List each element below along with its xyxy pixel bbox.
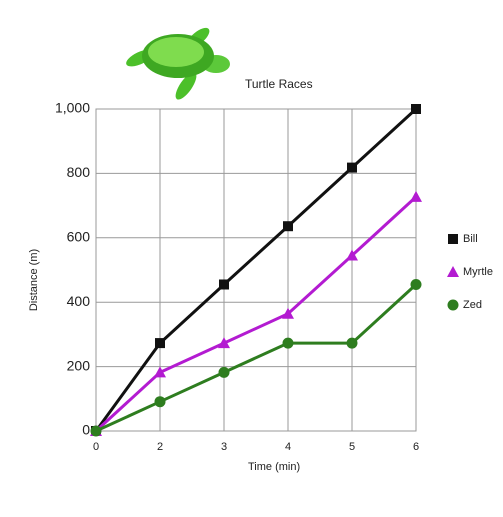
marker (218, 337, 230, 349)
marker (155, 338, 165, 349)
x-axis-label: Time (min) (248, 461, 300, 473)
marker (218, 366, 230, 378)
marker (410, 278, 422, 290)
marker (90, 425, 102, 437)
marker (411, 104, 421, 114)
marker (347, 162, 357, 173)
y-tick-label: 1,000 (55, 100, 90, 116)
chart-title: Turtle Races (245, 77, 313, 91)
shell-top (148, 37, 204, 67)
series-line (94, 107, 418, 432)
legend-label: Myrtle (463, 266, 493, 278)
marker (410, 190, 422, 202)
y-tick-label: 200 (67, 357, 91, 373)
x-tick-label: 3 (221, 441, 227, 453)
marker (448, 234, 458, 244)
y-tick-label: 800 (67, 164, 91, 180)
x-tick-label: 5 (349, 441, 355, 453)
marker (447, 266, 459, 277)
marker (154, 366, 166, 378)
y-tick-label: 400 (67, 293, 91, 309)
legend-label: Zed (463, 299, 482, 311)
marker (282, 307, 294, 319)
flipper (175, 72, 197, 100)
marker (282, 337, 294, 349)
x-tick-label: 4 (285, 441, 291, 453)
marker (346, 249, 358, 261)
x-tick-label: 0 (93, 441, 99, 453)
marker (283, 221, 293, 232)
marker (346, 337, 358, 349)
y-tick-label: 600 (67, 229, 91, 245)
turtle-icon (120, 22, 232, 104)
y-axis-label: Distance (m) (28, 249, 40, 311)
legend-label: Bill (463, 233, 478, 245)
x-tick-label: 2 (157, 441, 163, 453)
series-line (95, 283, 418, 433)
y-tick-label: 0 (82, 422, 90, 438)
marker (219, 279, 229, 290)
plot-area (95, 108, 417, 432)
series-line (94, 195, 418, 433)
marker (154, 396, 166, 408)
marker (447, 299, 459, 311)
x-tick-label: 6 (413, 441, 419, 453)
